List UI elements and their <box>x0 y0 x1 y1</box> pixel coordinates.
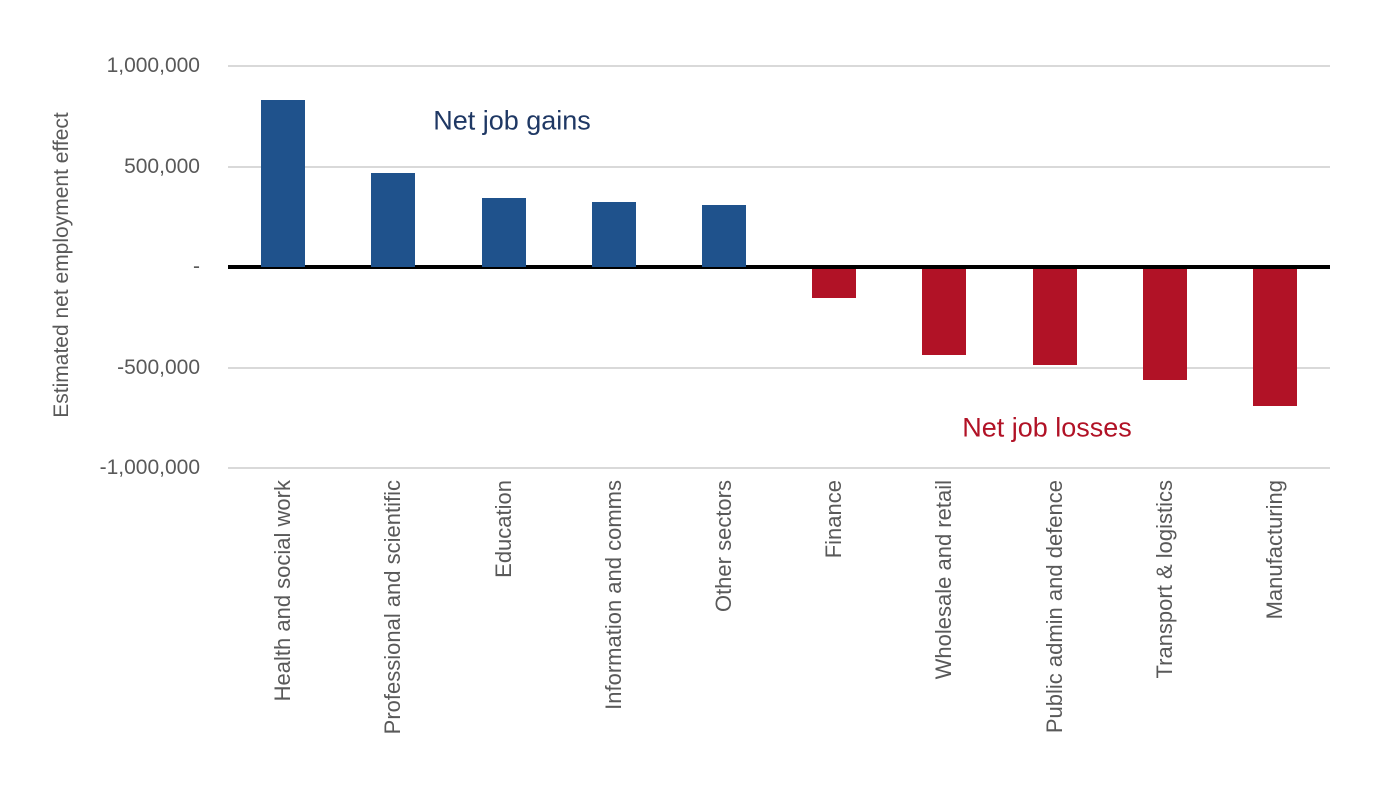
bar-education <box>481 197 526 267</box>
x-category-label-public-admin-and-defence: Public admin and defence <box>1041 480 1067 734</box>
x-category-label-education: Education <box>490 480 516 578</box>
x-category-label-transport-logistics: Transport & logistics <box>1151 480 1177 679</box>
annotation-net-job-losses: Net job losses <box>962 412 1132 443</box>
bar-health-and-social-work <box>261 100 306 267</box>
x-category-label-health-and-social-work: Health and social work <box>270 480 296 702</box>
zero-axis-line <box>228 265 1330 269</box>
bar-public-admin-and-defence <box>1032 269 1077 366</box>
x-category-label-wholesale-and-retail: Wholesale and retail <box>931 480 957 680</box>
y-tick-label: -500,000 <box>117 355 200 379</box>
x-category-label-professional-and-scientific: Professional and scientific <box>380 480 406 735</box>
x-category-label-information-and-comms: Information and comms <box>600 480 626 710</box>
bar-manufacturing <box>1252 269 1297 406</box>
bar-professional-and-scientific <box>371 172 416 267</box>
gridline-1-000-000 <box>228 467 1330 469</box>
y-tick-label: - <box>193 255 200 278</box>
x-category-label-finance: Finance <box>821 480 847 559</box>
gridline-1-000-000 <box>228 65 1330 67</box>
gridline-500-000 <box>228 165 1330 168</box>
y-tick-label: 1,000,000 <box>106 54 200 77</box>
bar-information-and-comms <box>591 201 636 267</box>
gridline-500-000 <box>228 366 1330 369</box>
bar-finance <box>812 269 857 299</box>
y-tick-label: -1,000,000 <box>99 456 200 479</box>
bar-transport-logistics <box>1142 269 1187 380</box>
annotation-net-job-gains: Net job gains <box>433 105 591 136</box>
y-tick-label: 500,000 <box>124 154 200 178</box>
bar-wholesale-and-retail <box>922 269 967 356</box>
x-category-label-other-sectors: Other sectors <box>710 480 736 613</box>
x-category-label-manufacturing: Manufacturing <box>1261 480 1287 620</box>
bar-other-sectors <box>701 204 746 267</box>
